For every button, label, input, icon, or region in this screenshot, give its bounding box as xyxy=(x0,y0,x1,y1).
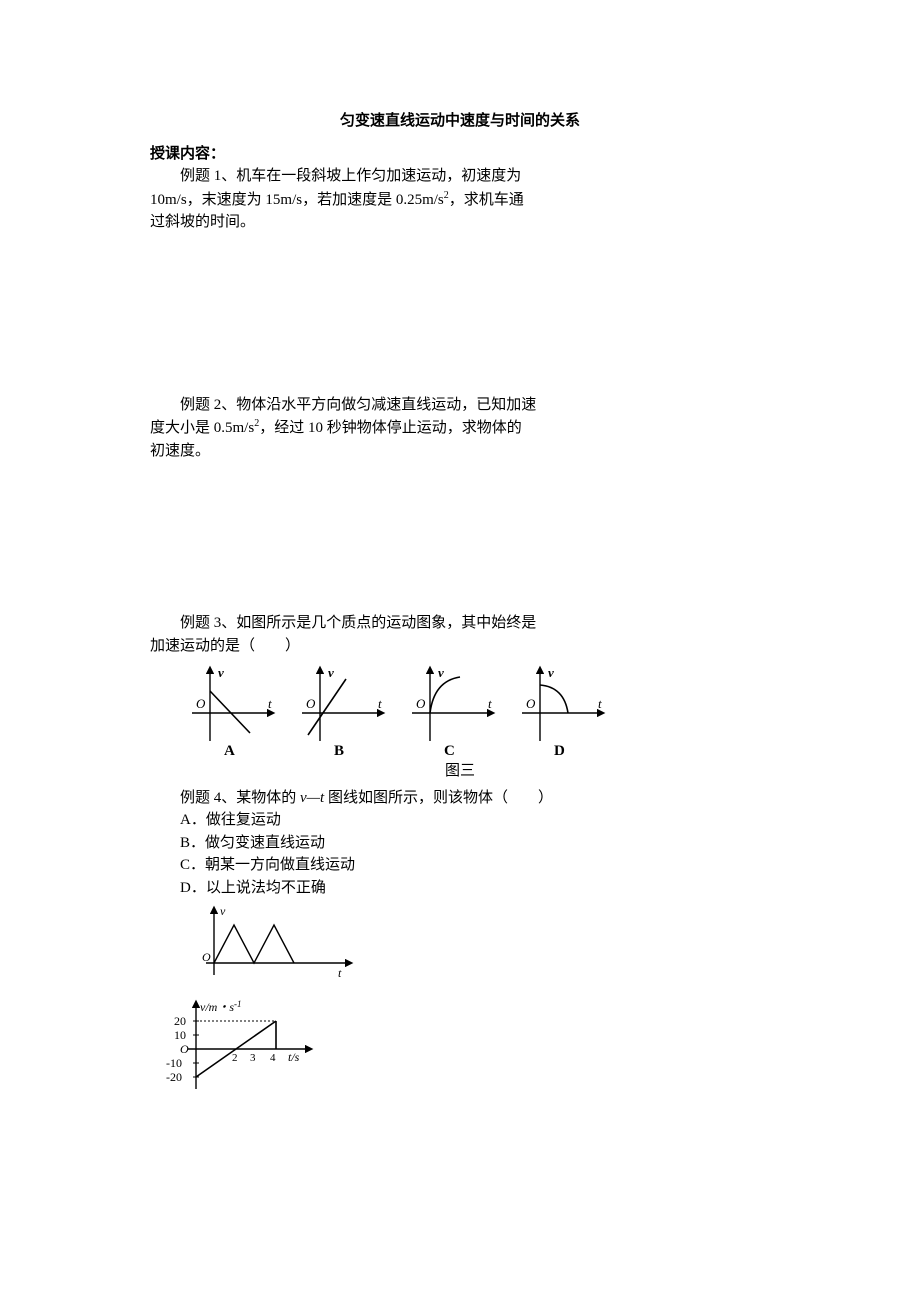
label-d: D xyxy=(554,743,565,758)
graph-b: v t O B xyxy=(290,663,390,758)
axis-o-d: O xyxy=(526,696,536,711)
x4: 4 xyxy=(270,1052,276,1064)
ex4-optA: A．做往复运动 xyxy=(180,809,770,832)
ex2-line1: 例题 2、物体沿水平方向做匀减速直线运动，已知加速 xyxy=(150,394,770,417)
label-a: A xyxy=(224,743,235,758)
ex4-a: 例题 4、某物体的 xyxy=(180,790,300,806)
axis-t-d: t xyxy=(598,696,602,711)
ex4-vt: v—t xyxy=(300,790,324,806)
ex4-optD: D．以上说法均不正确 xyxy=(180,877,770,900)
y20: 20 xyxy=(174,1014,186,1028)
ylabel: v/m・s-1 xyxy=(200,999,242,1014)
ex2-line2b: ，经过 10 秒钟物体停止运动，求物体的 xyxy=(259,420,522,436)
axis-v-c: v xyxy=(438,665,444,680)
axis-v-e: v xyxy=(220,904,226,918)
ex1-line2a: 10m/s，末速度为 15m/s，若加速度是 0.25m/s xyxy=(150,192,444,208)
ex2-line3: 初速度。 xyxy=(150,440,770,463)
axis-t-a: t xyxy=(268,696,272,711)
figure3-caption: 图三 xyxy=(150,760,770,783)
x2: 2 xyxy=(232,1052,238,1064)
axis-o-e: O xyxy=(202,950,211,964)
graph-c: v t O C xyxy=(400,663,500,758)
ex1-line2: 10m/s，末速度为 15m/s，若加速度是 0.25m/s2，求机车通 xyxy=(150,188,770,212)
ex4-optB: B．做匀变速直线运动 xyxy=(180,832,770,855)
figure-row: v t O A v t O B v t O C xyxy=(180,663,770,758)
graph-ex4: v t O xyxy=(190,903,770,991)
section-heading: 授课内容： xyxy=(150,143,770,166)
ex1-line1: 例题 1、机车在一段斜坡上作匀加速运动，初速度为 xyxy=(150,165,770,188)
spacer-2 xyxy=(150,462,770,612)
spacer-1 xyxy=(150,234,770,394)
graph-a: v t O A xyxy=(180,663,280,758)
yO: O xyxy=(180,1042,189,1056)
axis-o-b: O xyxy=(306,696,316,711)
axis-t-e: t xyxy=(338,966,342,980)
yn20: -20 xyxy=(166,1070,182,1084)
ex2-line2a: 度大小是 0.5m/s xyxy=(150,420,254,436)
yn10: -10 xyxy=(166,1056,182,1070)
ex1-line3: 过斜坡的时间。 xyxy=(150,211,770,234)
graph-ex5: 20 10 O -10 -20 2 3 4 t/s v/m・s-1 xyxy=(150,997,770,1105)
axis-t-c: t xyxy=(488,696,492,711)
x3: 3 xyxy=(250,1052,256,1064)
axis-t-b: t xyxy=(378,696,382,711)
ex3-line2: 加速运动的是（ ） xyxy=(150,635,770,658)
ex2-line2: 度大小是 0.5m/s2，经过 10 秒钟物体停止运动，求物体的 xyxy=(150,416,770,440)
axis-v-b: v xyxy=(328,665,334,680)
axis-o-c: O xyxy=(416,696,426,711)
label-c: C xyxy=(444,743,455,758)
axis-o-a: O xyxy=(196,696,206,711)
ex3-line1: 例题 3、如图所示是几个质点的运动图象，其中始终是 xyxy=(150,612,770,635)
ex4-b: 图线如图所示，则该物体（ ） xyxy=(324,790,553,806)
ex4-line: 例题 4、某物体的 v—t 图线如图所示，则该物体（ ） xyxy=(150,787,770,810)
ex1-line2b: ，求机车通 xyxy=(449,192,524,208)
label-b: B xyxy=(334,743,344,758)
axis-v-a: v xyxy=(218,665,224,680)
xlabel: t/s xyxy=(288,1050,300,1064)
graph-d: v t O D xyxy=(510,663,610,758)
ex4-optC: C．朝某一方向做直线运动 xyxy=(180,854,770,877)
y10: 10 xyxy=(174,1028,186,1042)
page-title: 匀变速直线运动中速度与时间的关系 xyxy=(150,110,770,133)
axis-v-d: v xyxy=(548,665,554,680)
